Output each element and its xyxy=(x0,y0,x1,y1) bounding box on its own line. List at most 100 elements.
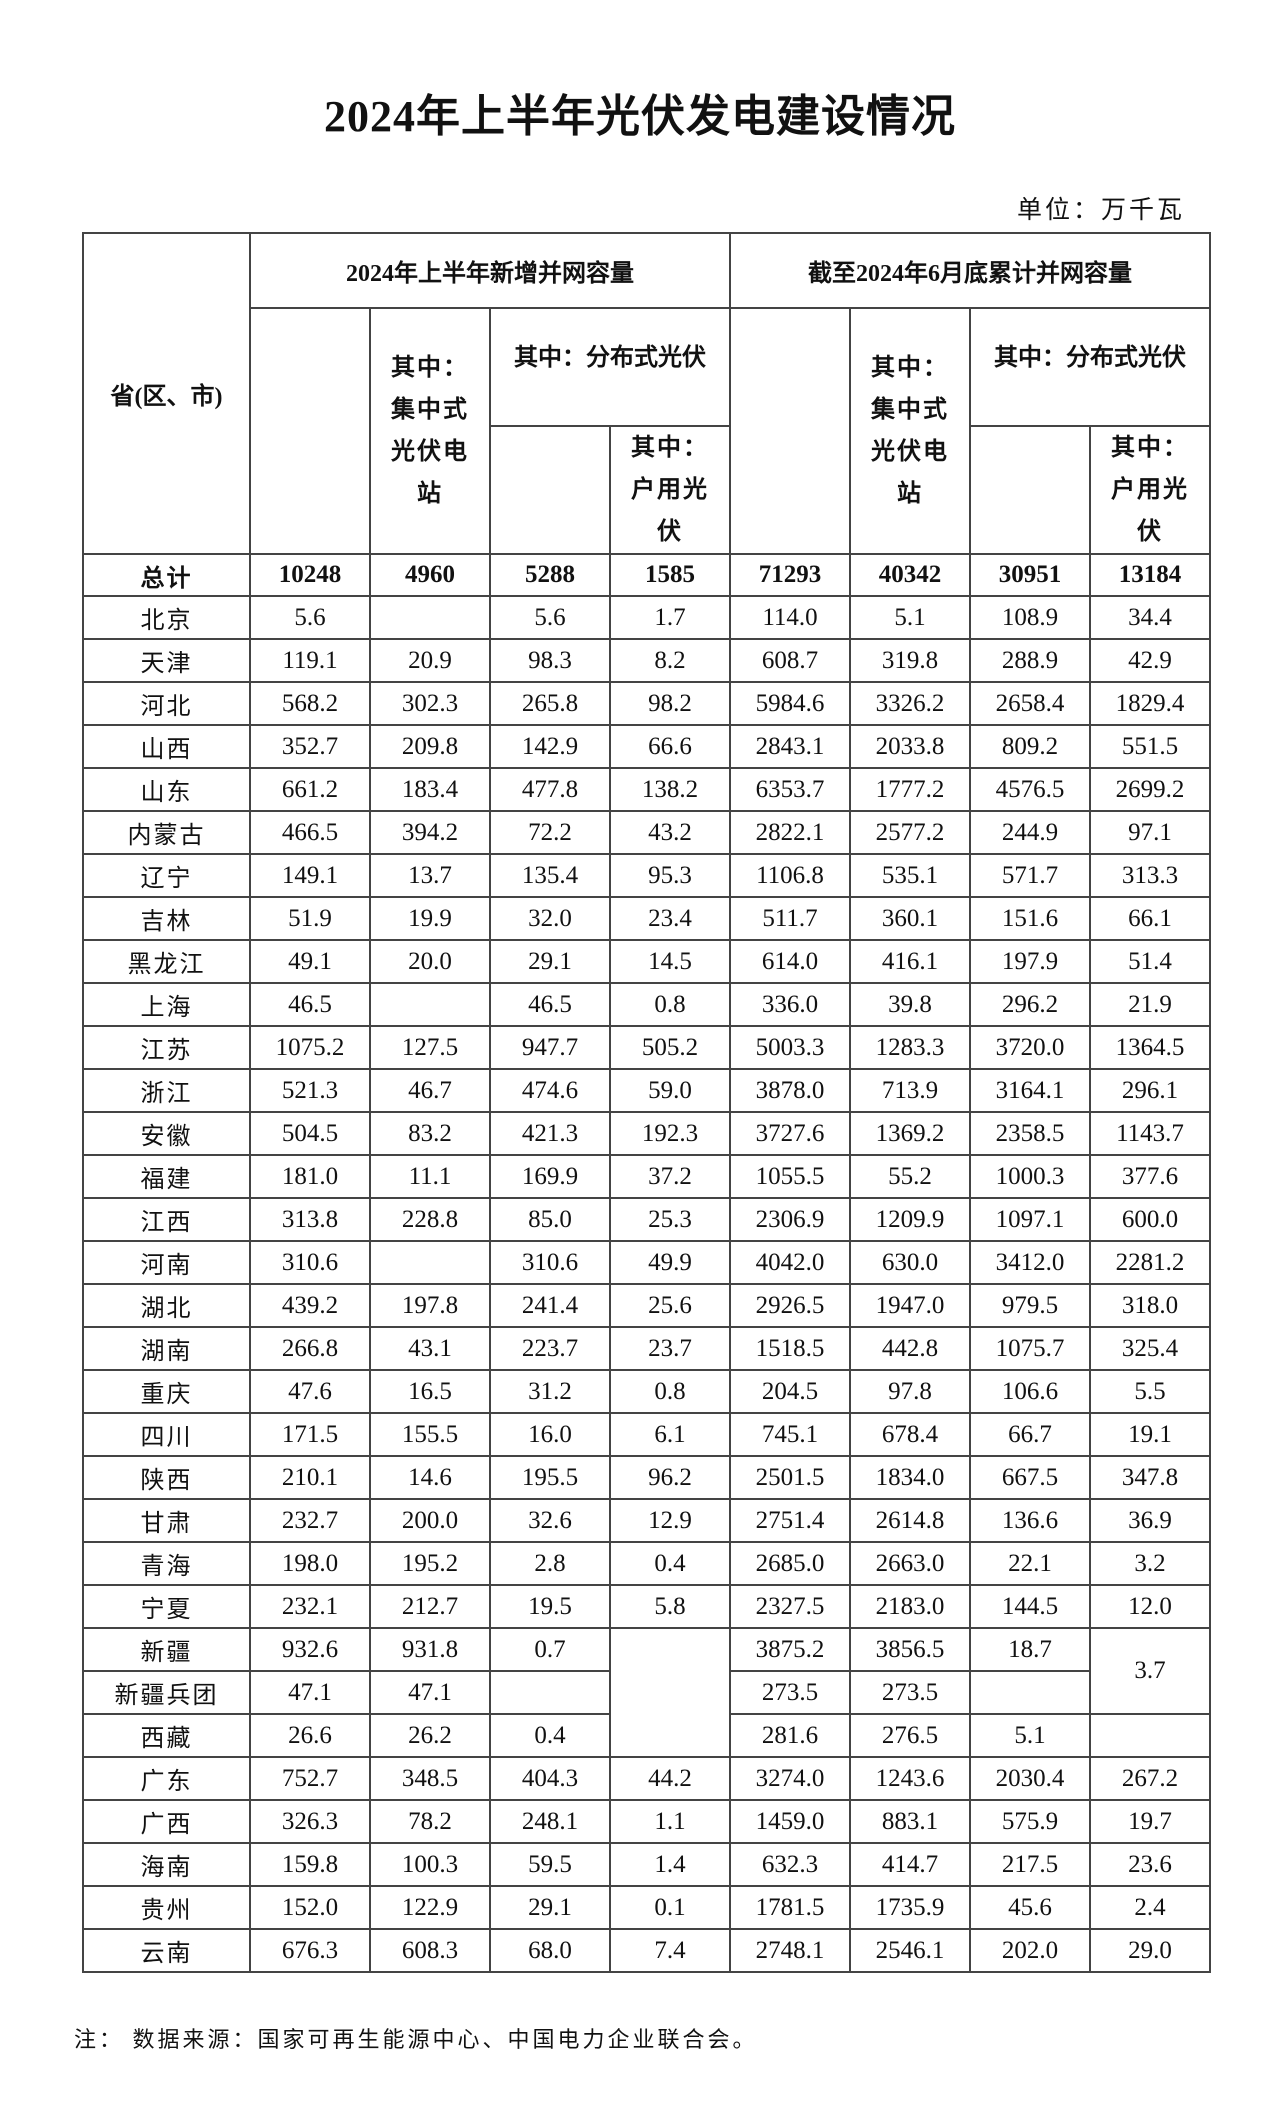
value-cell: 46.5 xyxy=(249,982,371,1027)
table-row: 宁夏 232.1 212.7 19.5 5.8 2327.5 2183.0 144.5 12.0 xyxy=(82,1584,1211,1629)
value-cell: 181.0 xyxy=(249,1154,371,1199)
table-row: 陕西 210.1 14.6 195.5 96.2 2501.5 1834.0 667.5 347… xyxy=(82,1455,1211,1500)
value-cell xyxy=(969,1670,1091,1715)
value-cell: 68.0 xyxy=(489,1928,611,1973)
value-cell: 1518.5 xyxy=(729,1326,851,1371)
province-name: 重庆 xyxy=(82,1369,251,1414)
value-cell: 6353.7 xyxy=(729,767,851,812)
value-cell xyxy=(609,1627,731,1758)
value-cell: 59.0 xyxy=(609,1068,731,1113)
province-name: 北京 xyxy=(82,595,251,640)
value-cell: 95.3 xyxy=(609,853,731,898)
value-cell: 21.9 xyxy=(1089,982,1211,1027)
table-row: 上海 46.5 46.5 0.8 336.0 39.8 296.2 21.9 xyxy=(82,982,1211,1027)
table-row: 安徽 504.5 83.2 421.3 192.3 3727.6 1369.2 2358.5 1… xyxy=(82,1111,1211,1156)
table-row: 北京 5.6 5.6 1.7 114.0 5.1 108.9 34.4 xyxy=(82,595,1211,640)
value-cell: 204.5 xyxy=(729,1369,851,1414)
value-cell: 20.9 xyxy=(369,638,491,683)
province-name: 甘肃 xyxy=(82,1498,251,1543)
value-cell: 171.5 xyxy=(249,1412,371,1457)
page-title: 2024年上半年光伏发电建设情况 xyxy=(324,92,956,141)
province-name: 四川 xyxy=(82,1412,251,1457)
value-cell: 1777.2 xyxy=(849,767,971,812)
value-cell: 183.4 xyxy=(369,767,491,812)
value-cell: 273.5 xyxy=(849,1670,971,1715)
value-cell: 66.7 xyxy=(969,1412,1091,1457)
value-cell: 2748.1 xyxy=(729,1928,851,1973)
total-label: 总计 xyxy=(82,553,251,597)
value-cell: 1243.6 xyxy=(849,1756,971,1801)
province-name: 新疆 xyxy=(82,1627,251,1672)
value-cell: 931.8 xyxy=(369,1627,491,1672)
value-cell: 202.0 xyxy=(969,1928,1091,1973)
value-cell: 25.3 xyxy=(609,1197,731,1242)
value-cell: 360.1 xyxy=(849,896,971,941)
value-cell: 5.6 xyxy=(489,595,611,640)
source-note: 注： 数据来源：国家可再生能源中心、中国电力企业联合会。 xyxy=(74,2027,758,2052)
value-cell: 5003.3 xyxy=(729,1025,851,1070)
value-cell: 600.0 xyxy=(1089,1197,1211,1242)
value-cell: 26.2 xyxy=(369,1713,491,1758)
header-cum-distributed-total xyxy=(969,425,1091,555)
value-cell: 661.2 xyxy=(249,767,371,812)
value-cell: 932.6 xyxy=(249,1627,371,1672)
header-province: 省(区、市) xyxy=(82,232,251,555)
value-cell: 5984.6 xyxy=(729,681,851,726)
value-cell: 325.4 xyxy=(1089,1326,1211,1371)
value-cell: 39.8 xyxy=(849,982,971,1027)
value-cell: 241.4 xyxy=(489,1283,611,1328)
value-cell: 44.2 xyxy=(609,1756,731,1801)
value-cell: 2822.1 xyxy=(729,810,851,855)
province-name: 海南 xyxy=(82,1842,251,1887)
table-row: 新疆 932.6 931.8 0.7 3875.2 3856.5 18.7 3.7 xyxy=(82,1627,1211,1758)
header-new-total xyxy=(249,307,371,555)
value-cell: 98.3 xyxy=(489,638,611,683)
value-cell: 1459.0 xyxy=(729,1799,851,1844)
table-row: 湖北 439.2 197.8 241.4 25.6 2926.5 1947.0 979.5 31… xyxy=(82,1283,1211,1328)
value-cell: 29.1 xyxy=(489,1885,611,1930)
table-row: 湖南 266.8 43.1 223.7 23.7 1518.5 442.8 1075.7 325… xyxy=(82,1326,1211,1371)
header-cum-total xyxy=(729,307,851,555)
value-cell: 326.3 xyxy=(249,1799,371,1844)
value-cell: 1369.2 xyxy=(849,1111,971,1156)
value-cell: 55.2 xyxy=(849,1154,971,1199)
value-cell: 36.9 xyxy=(1089,1498,1211,1543)
value-cell: 8.2 xyxy=(609,638,731,683)
value-cell: 276.5 xyxy=(849,1713,971,1758)
province-name: 河北 xyxy=(82,681,251,726)
value-cell: 47.1 xyxy=(249,1670,371,1715)
value-cell: 51.9 xyxy=(249,896,371,941)
table-row: 广西 326.3 78.2 248.1 1.1 1459.0 883.1 575.9 19.7 xyxy=(82,1799,1211,1844)
value-cell: 155.5 xyxy=(369,1412,491,1457)
province-name: 江西 xyxy=(82,1197,251,1242)
value-cell xyxy=(369,982,491,1027)
value-cell: 66.1 xyxy=(1089,896,1211,941)
value-cell: 302.3 xyxy=(369,681,491,726)
value-cell: 404.3 xyxy=(489,1756,611,1801)
value-cell: 352.7 xyxy=(249,724,371,769)
value-cell: 416.1 xyxy=(849,939,971,984)
value-cell: 2577.2 xyxy=(849,810,971,855)
value-cell: 114.0 xyxy=(729,595,851,640)
value-cell: 0.4 xyxy=(609,1541,731,1586)
value-cell: 5.1 xyxy=(849,595,971,640)
value-cell: 318.0 xyxy=(1089,1283,1211,1328)
value-cell: 32.6 xyxy=(489,1498,611,1543)
value-cell: 210.1 xyxy=(249,1455,371,1500)
value-cell: 1735.9 xyxy=(849,1885,971,1930)
table-row: 山西 352.7 209.8 142.9 66.6 2843.1 2033.8 809.2 55… xyxy=(82,724,1211,769)
province-name: 广西 xyxy=(82,1799,251,1844)
value-cell: 0.1 xyxy=(609,1885,731,1930)
value-cell: 310.6 xyxy=(249,1240,371,1285)
value-cell: 42.9 xyxy=(1089,638,1211,683)
value-cell: 136.6 xyxy=(969,1498,1091,1543)
value-cell: 2.8 xyxy=(489,1541,611,1586)
value-cell: 421.3 xyxy=(489,1111,611,1156)
pv-construction-table: 省(区、市) 2024年上半年新增并网容量 截至2024年6月底累计并网容量 其… xyxy=(82,232,1211,1973)
table-row: 福建 181.0 11.1 169.9 37.2 1055.5 55.2 1000.3 377.… xyxy=(82,1154,1211,1199)
value-cell: 1000.3 xyxy=(969,1154,1091,1199)
value-cell: 4576.5 xyxy=(969,767,1091,812)
value-cell: 535.1 xyxy=(849,853,971,898)
value-cell: 85.0 xyxy=(489,1197,611,1242)
value-cell xyxy=(1089,1713,1211,1758)
